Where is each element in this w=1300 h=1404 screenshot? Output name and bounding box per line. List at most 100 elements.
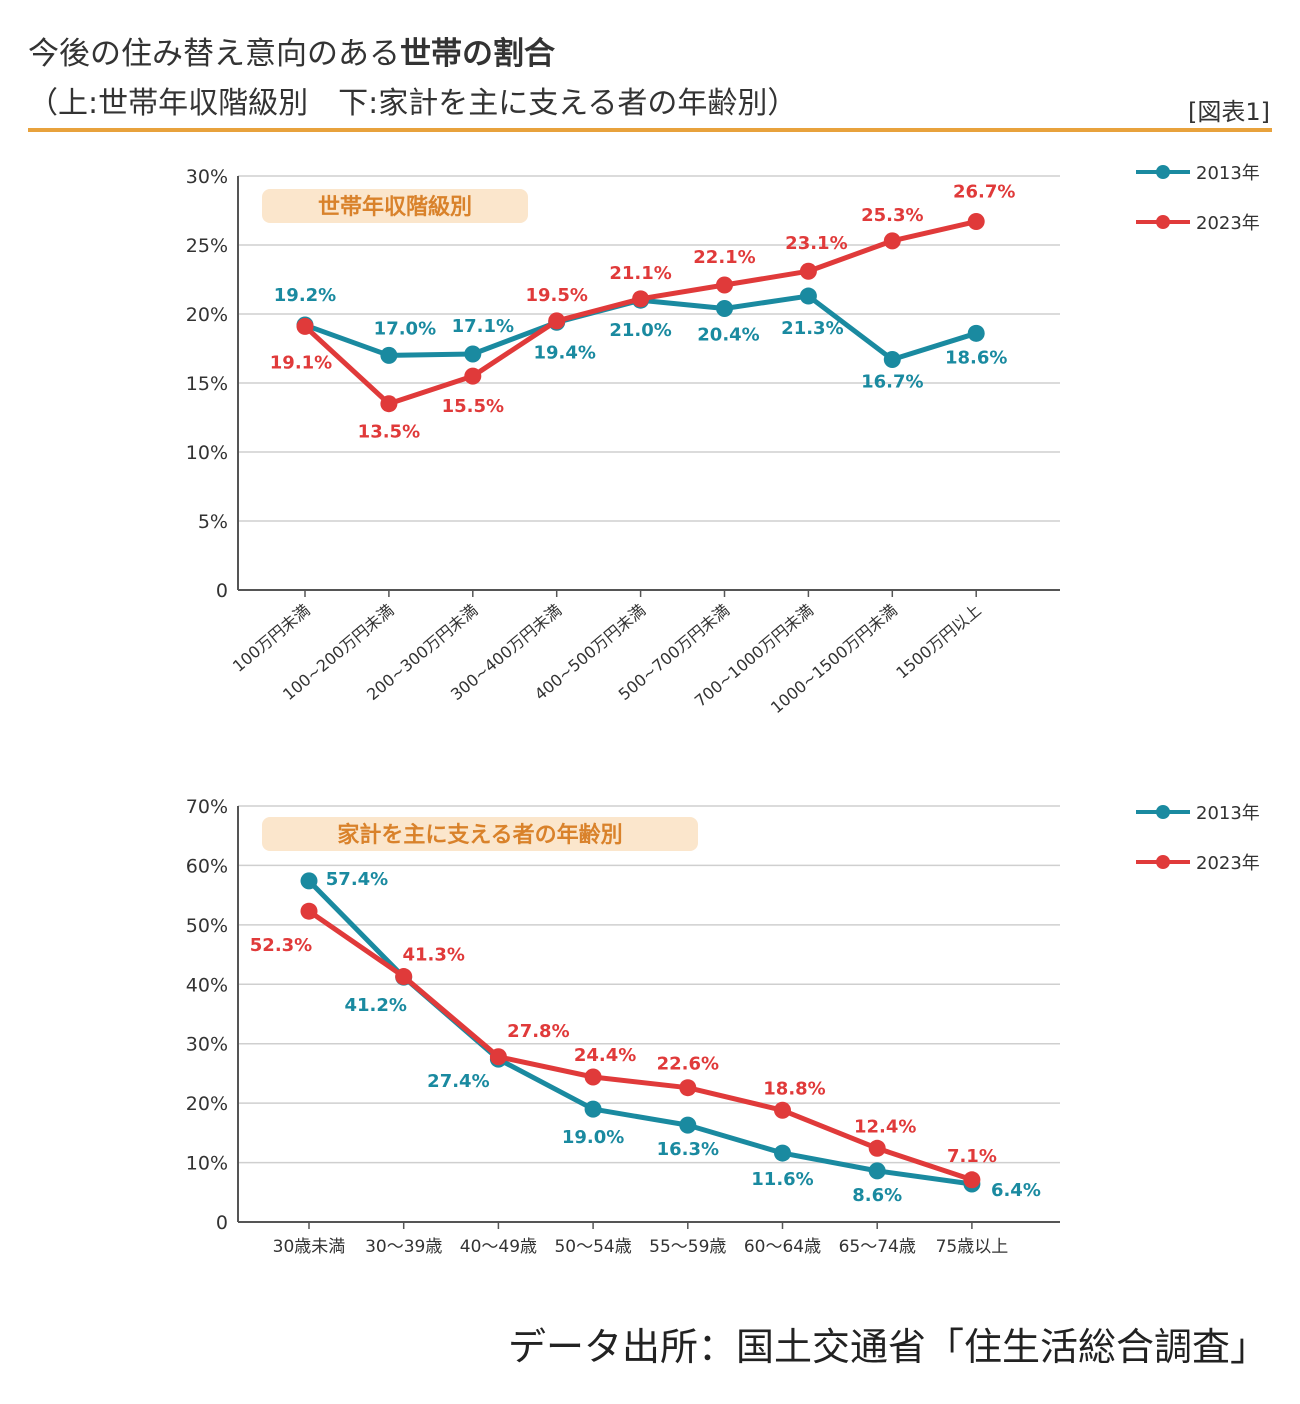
data-point	[883, 351, 901, 369]
data-label: 24.4%	[574, 1045, 636, 1066]
legend-marker	[1156, 215, 1170, 229]
chart-title: 家計を主に支える者の年齢別	[337, 822, 622, 848]
x-tick-label: 65～74歳	[839, 1237, 916, 1257]
data-point	[774, 1101, 791, 1119]
legend-label: 2023年	[1196, 213, 1260, 234]
data-label: 17.1%	[452, 316, 514, 337]
data-label: 27.4%	[427, 1071, 489, 1092]
data-label: 21.1%	[609, 263, 671, 284]
legend-item: 2013年	[1136, 803, 1260, 824]
data-label: 21.3%	[781, 318, 843, 339]
data-point	[868, 1162, 886, 1180]
chart-title: 世帯年収階級別	[318, 194, 472, 220]
data-label: 7.1%	[947, 1146, 997, 1167]
y-tick-label: 10%	[186, 442, 228, 464]
data-point	[632, 290, 650, 308]
y-tick-label: 5%	[198, 511, 228, 533]
data-label: 19.0%	[562, 1127, 624, 1148]
y-tick-label: 10%	[186, 1153, 228, 1175]
data-label: 52.3%	[250, 935, 312, 956]
data-point	[799, 287, 817, 305]
data-label: 21.0%	[609, 320, 671, 341]
data-label: 22.1%	[693, 247, 755, 268]
x-tick-label: 40～49歳	[460, 1237, 537, 1257]
data-point	[584, 1068, 602, 1086]
data-point	[296, 317, 314, 335]
data-label: 41.2%	[344, 995, 406, 1016]
data-point	[300, 872, 318, 890]
data-point	[963, 1171, 981, 1189]
data-label: 6.4%	[991, 1180, 1041, 1201]
data-label: 16.7%	[861, 372, 923, 393]
x-tick-label: 30歳未満	[273, 1237, 346, 1257]
data-source: データ出所：国土交通省「住生活総合調査」	[507, 1325, 1268, 1369]
y-tick-label: 40%	[186, 974, 228, 996]
data-label: 8.6%	[852, 1185, 902, 1206]
y-tick-label: 20%	[186, 304, 228, 326]
series-line-2023年	[307, 909, 973, 1183]
data-label: 19.2%	[274, 285, 336, 306]
data-point	[464, 345, 482, 363]
x-tick-label: 100万円未満	[229, 601, 314, 676]
legend-marker	[1156, 165, 1170, 179]
x-tick-label: 75歳以上	[936, 1237, 1009, 1257]
data-point	[300, 902, 318, 920]
chart-title-badge	[262, 189, 528, 223]
title-normal: 今後の住み替え意向のある	[28, 36, 400, 72]
chart-title-badge	[262, 817, 698, 851]
data-label: 16.3%	[657, 1139, 719, 1160]
data-point	[380, 395, 398, 413]
data-label: 19.5%	[525, 285, 587, 306]
data-point	[967, 213, 985, 231]
page-title: 今後の住み替え意向のある世帯の割合	[28, 34, 555, 74]
legend-label: 2013年	[1196, 163, 1260, 184]
data-label: 15.5%	[442, 396, 504, 417]
data-label: 19.1%	[270, 352, 332, 373]
y-tick-label: 0	[216, 580, 228, 602]
data-label: 11.6%	[751, 1169, 813, 1190]
data-label: 13.5%	[358, 422, 420, 443]
chart-2: 0 10% 20% 30% 40% 50% 60% 70% 30歳未満 30～39歳 40～49歳 5…	[186, 796, 1260, 1257]
data-point	[548, 312, 566, 330]
data-point	[584, 1100, 602, 1118]
x-tick-label: 30～39歳	[365, 1237, 442, 1257]
legend-label: 2013年	[1196, 803, 1260, 824]
x-tick-label: 55～59歳	[649, 1237, 726, 1257]
data-label: 18.8%	[763, 1078, 825, 1099]
x-tick-label: 60～64歳	[744, 1237, 821, 1257]
y-tick-label: 20%	[186, 1093, 228, 1115]
y-tick-label: 30%	[186, 166, 228, 188]
y-tick-label: 60%	[186, 855, 228, 877]
data-point	[716, 299, 733, 317]
data-label: 22.6%	[657, 1054, 719, 1075]
title-bold: 世帯の割合	[400, 36, 555, 72]
series-line-2013年	[307, 879, 973, 1187]
legend-marker	[1156, 855, 1170, 869]
data-label: 20.4%	[697, 324, 759, 345]
x-tick-label: 1500万円以上	[892, 601, 984, 683]
data-label: 12.4%	[854, 1116, 916, 1137]
y-tick-label: 0	[216, 1212, 228, 1234]
x-tick-label: 50～54歳	[554, 1237, 631, 1257]
data-point	[716, 276, 733, 294]
legend-label: 2023年	[1196, 853, 1260, 874]
y-tick-label: 25%	[186, 235, 228, 257]
y-tick-label: 15%	[186, 373, 228, 395]
data-point	[883, 232, 901, 250]
data-point	[679, 1116, 697, 1134]
chart-1: 05%10%15%20%25%30%100万円未満100~200万円未満200~…	[186, 163, 1260, 717]
data-label: 19.4%	[533, 342, 595, 363]
y-tick-label: 30%	[186, 1034, 228, 1056]
legend-marker	[1156, 805, 1170, 819]
legend-item: 2013年	[1136, 163, 1260, 184]
y-tick-label: 50%	[186, 915, 228, 937]
data-point	[395, 968, 413, 986]
data-label: 57.4%	[326, 869, 388, 890]
data-point	[380, 346, 398, 364]
data-point	[464, 367, 482, 385]
data-point	[868, 1139, 886, 1157]
data-point	[679, 1079, 697, 1097]
page-subtitle: （上:世帯年収階級別 下:家計を主に支える者の年齢別）	[28, 86, 798, 121]
data-label: 41.3%	[402, 945, 464, 966]
